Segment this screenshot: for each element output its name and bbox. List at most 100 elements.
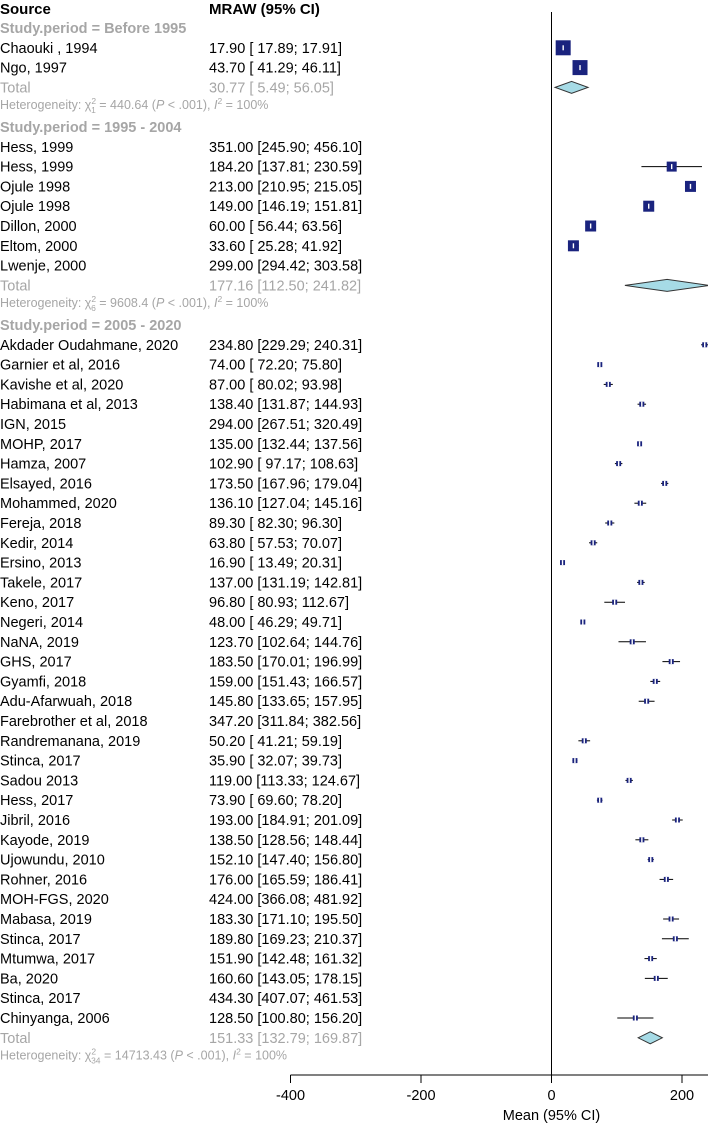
study-ci-text: 17.90 [ 17.89; 17.91] [209,41,342,57]
study-name: Eltom, 2000 [0,239,77,255]
study-ci-text: 183.50 [170.01; 196.99] [209,655,362,671]
group-total-label: Total [0,80,31,96]
study-name: Chinyanga, 2006 [0,1011,110,1027]
study-name: Habimana et al, 2013 [0,397,138,413]
study-name: Ujowundu, 2010 [0,853,105,869]
study-ci-text: 128.50 [100.80; 156.20] [209,1011,362,1027]
heterogeneity-statistic: = 14713.43 ( [101,1049,176,1063]
heterogeneity-prefix: Heterogeneity: χ [0,98,92,112]
study-name: Kayode, 2019 [0,833,90,849]
study-ci-text: 347.20 [311.84; 382.56] [209,714,361,730]
p-value-text: < .001), [164,98,214,112]
metric-column-header: MRAW (95% CI) [209,1,320,18]
chi-square-superscript: 2 [91,294,96,304]
study-ci-text: 119.00 [113.33; 124.67] [209,773,360,789]
study-ci-text: 33.60 [ 25.28; 41.92] [209,239,342,255]
study-ci-text: 234.80 [229.29; 240.31] [209,338,362,354]
group-total-label: Total [0,278,31,294]
study-name: MOH-FGS, 2020 [0,892,109,908]
study-ci-text: 135.00 [132.44; 137.56] [209,437,362,453]
degrees-of-freedom-subscript: 1 [91,105,96,115]
group-total-ci-text: 177.16 [112.50; 241.82] [209,278,361,294]
summary-diamond [637,1031,664,1045]
study-ci-text: 16.90 [ 13.49; 20.31] [209,556,342,572]
study-ci-text: 137.00 [131.19; 142.81] [209,575,362,591]
i-squared-superscript: 2 [217,96,222,106]
i-squared-value: = 100% [241,1049,287,1063]
x-axis: -400-2000200400Mean (95% CI) [276,12,708,1124]
study-ci-text: 159.00 [151.43; 166.57] [209,674,362,690]
study-name: MOHP, 2017 [0,437,82,453]
summary-diamond [624,278,708,292]
study-ci-text: 176.00 [165.59; 186.41] [209,872,362,888]
study-name: Mabasa, 2019 [0,912,92,928]
study-name: Sadou 2013 [0,773,78,789]
study-name: GHS, 2017 [0,655,72,671]
i-squared-symbol: I [214,98,218,112]
chi-square-superscript: 2 [91,1047,96,1057]
study-ci-text: 74.00 [ 72.20; 75.80] [209,358,342,374]
p-value-text: < .001), [183,1049,233,1063]
study-ci-text: 87.00 [ 80.02; 93.98] [209,377,342,393]
study-name: Adu-Afarwuah, 2018 [0,694,132,710]
study-ci-text: 152.10 [147.40; 156.80] [209,853,362,869]
x-tick-label: -400 [276,1088,305,1104]
source-column-header: Source [0,1,51,18]
i-squared-symbol: I [214,296,218,310]
study-ci-text: 138.50 [128.56; 148.44] [209,833,362,849]
study-name: Fereja, 2018 [0,516,81,532]
study-name: Keno, 2017 [0,595,74,611]
study-ci-text: 63.80 [ 57.53; 70.07] [209,536,342,552]
study-ci-text: 424.00 [366.08; 481.92] [209,892,362,908]
study-name: Takele, 2017 [0,575,82,591]
study-ci-text: 213.00 [210.95; 215.05] [209,179,362,195]
p-symbol: P [156,296,165,310]
study-name: Farebrother et al, 2018 [0,714,148,730]
i-squared-superscript: 2 [217,294,222,304]
study-ci-text: 60.00 [ 56.44; 63.56] [209,219,342,235]
study-ci-text: 299.00 [294.42; 303.58] [209,259,362,275]
p-symbol: P [156,98,165,112]
degrees-of-freedom-subscript: 6 [91,303,96,313]
study-name: IGN, 2015 [0,417,66,433]
heterogeneity-statistic: = 440.64 ( [96,98,157,112]
i-squared-value: = 100% [222,296,268,310]
study-ci-text: 434.30 [407.07; 461.53] [209,991,362,1007]
group-total-ci-text: 151.33 [132.79; 169.87] [209,1031,362,1047]
study-name: Hess, 2017 [0,793,73,809]
study-ci-text: 145.80 [133.65; 157.95] [209,694,362,710]
x-tick-label: -200 [406,1088,435,1104]
i-squared-symbol: I [233,1049,237,1063]
study-name: Stinca, 2017 [0,754,81,770]
i-squared-value: = 100% [222,98,268,112]
group-total-ci-text: 30.77 [ 5.49; 56.05] [209,80,334,96]
study-name: Ngo, 1997 [0,61,67,77]
study-name: Dillon, 2000 [0,219,77,235]
study-name: Chaouki , 1994 [0,41,98,57]
study-ci-text: 48.00 [ 46.29; 49.71] [209,615,342,631]
study-name: Negeri, 2014 [0,615,83,631]
study-ci-text: 294.00 [267.51; 320.49] [209,417,362,433]
study-name: Gyamfi, 2018 [0,674,86,690]
study-ci-text: 96.80 [ 80.93; 112.67] [209,595,349,611]
study-ci-text: 189.80 [169.23; 210.37] [209,932,362,948]
study-ci-text: 149.00 [146.19; 151.81] [209,199,362,215]
study-name: Jibril, 2016 [0,813,70,829]
study-name: Garnier et al, 2016 [0,358,120,374]
study-ci-text: 151.90 [142.48; 161.32] [209,952,362,968]
heterogeneity-statistic: = 9608.4 ( [96,296,157,310]
study-name: Ba, 2020 [0,971,58,987]
study-name: Hess, 1999 [0,160,73,176]
study-name: Hamza, 2007 [0,457,86,473]
heterogeneity-text: Heterogeneity: χ2 6 = 9608.4 (P < .001), … [0,294,268,313]
i-squared-superscript: 2 [236,1047,241,1057]
study-ci-text: 173.50 [167.96; 179.04] [209,476,362,492]
study-name: Rohner, 2016 [0,872,87,888]
study-ci-text: 136.10 [127.04; 145.16] [209,496,362,512]
study-ci-text: 35.90 [ 32.07; 39.73] [209,754,342,770]
heterogeneity-text: Heterogeneity: χ2 34 = 14713.43 (P < .001… [0,1047,287,1066]
study-ci-text: 102.90 [ 97.17; 108.63] [209,457,358,473]
study-name: NaNA, 2019 [0,635,79,651]
study-ci-text: 183.30 [171.10; 195.50] [209,912,362,928]
